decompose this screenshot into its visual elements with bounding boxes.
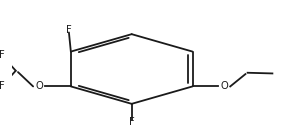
Text: F: F <box>66 25 72 35</box>
Text: F: F <box>0 50 5 60</box>
Text: F: F <box>129 117 134 127</box>
Text: O: O <box>35 81 43 91</box>
Text: O: O <box>220 81 228 91</box>
Text: F: F <box>0 81 5 91</box>
